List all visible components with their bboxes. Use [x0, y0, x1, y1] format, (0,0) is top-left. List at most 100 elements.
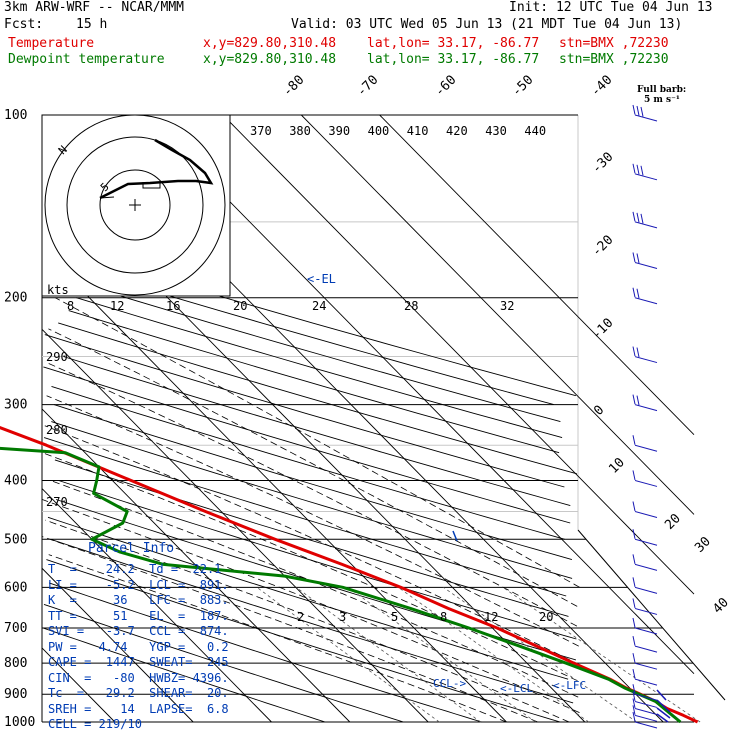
wind-barb-staff [634, 356, 658, 364]
isotherm-label: 20 [662, 511, 684, 533]
isotherm [41, 567, 194, 723]
wind-barb-staff [634, 538, 658, 546]
wind-barb-flag [632, 684, 636, 694]
theta-label: 440 [524, 124, 546, 138]
theta-label: 370 [250, 124, 272, 138]
dry-adiabat [47, 516, 569, 680]
theta-label: 430 [485, 124, 507, 138]
dewpoint-station: stn=BMX ,72230 [559, 52, 669, 67]
wind-barb-flag [632, 529, 636, 539]
wind-barb-staff [634, 678, 658, 686]
dry-adiabat [51, 421, 573, 579]
wind-barb [632, 287, 658, 305]
wind-barb [632, 501, 658, 518]
wind-barb-staff [634, 627, 658, 635]
parcel-row: CIN = -80 HWBZ= 4396. [48, 670, 229, 685]
mixing-ratio-label: 12 [484, 610, 498, 624]
dry-adiabat [43, 366, 571, 524]
el-annotation: <-EL [307, 272, 336, 286]
wind-barb-flag [632, 653, 636, 663]
wind-barb-staff [634, 511, 658, 518]
wind-barb-flag [632, 211, 636, 222]
theta-left-label: 270 [46, 495, 68, 509]
isotherm-label: -60 [432, 73, 459, 100]
dewpoint-trace [0, 446, 682, 724]
wind-barb [632, 529, 658, 546]
wind-barb-flag [636, 105, 640, 116]
mixing-ratio-line [256, 586, 440, 723]
temperature-station: stn=BMX ,72230 [559, 36, 669, 51]
wind-barb-staff [634, 221, 658, 229]
dry-adiabat [76, 297, 563, 439]
isotherm-label: 10 [606, 455, 628, 477]
dry-adiabat [43, 603, 404, 723]
wind-barb-flag [636, 395, 640, 406]
wind-barb-flag [640, 106, 644, 117]
hodograph-speed-label: 32 [500, 299, 514, 313]
theta-label: 380 [289, 124, 311, 138]
isotherm [300, 114, 695, 515]
temperature-xy: x,y=829.80,310.48 [203, 36, 337, 51]
wind-barb-staff [634, 479, 658, 487]
hodograph-ring [66, 136, 204, 274]
dry-adiabat [53, 404, 573, 561]
wind-barb-staff [634, 297, 658, 305]
parcel-row: CELL = 219/10 [48, 717, 142, 731]
wind-barb-staff [634, 721, 658, 729]
wind-barb-flag [632, 669, 636, 679]
mixing-ratio-line [295, 586, 482, 723]
storm-motion-marker [99, 182, 161, 199]
mixing-ratio-line [347, 586, 536, 723]
wind-barb-staff [634, 563, 658, 571]
pressure-label-900: 900 [4, 687, 27, 702]
pressure-label-100: 100 [4, 108, 27, 123]
wind-barb-flag [632, 287, 636, 298]
isotherm-label: 30 [692, 534, 714, 556]
parcel-row: PW = 4.74 YGP = 0.2 [48, 639, 229, 654]
wind-barb-flag [632, 346, 636, 357]
isotherm-label: -70 [354, 73, 381, 100]
pressure-label-600: 600 [4, 580, 27, 595]
wind-barb-flag [640, 213, 644, 224]
wind-barb-staff [634, 714, 658, 722]
pressure-label-1000: 1000 [4, 715, 35, 730]
lcl-annotation: <-LCL [500, 682, 533, 695]
wind-barb [632, 705, 658, 722]
parcel-row: T = 24.2 Td = 22.1 [48, 562, 222, 576]
dry-adiabat [63, 356, 571, 507]
wind-barb-staff [634, 114, 658, 122]
wind-barb-flag [640, 165, 644, 176]
wind-barb [632, 554, 658, 571]
parcel-row: SREH = 14 LAPSE= 6.8 [48, 701, 229, 716]
wind-barb-flag [636, 164, 640, 175]
wind-barb-flag [632, 501, 636, 512]
wind-barb [632, 577, 658, 594]
wind-barb-flag [636, 347, 640, 358]
parcel-info-title: Parcel Info [88, 541, 175, 556]
wind-barb-staff [634, 173, 658, 181]
wind-barb [632, 636, 658, 653]
wind-barb [632, 394, 658, 412]
theta-label: 410 [407, 124, 429, 138]
parcel-row: CAPE = 1447 SWEAT= 245 [48, 655, 229, 669]
hodograph-speed-label: 28 [404, 299, 418, 313]
wind-barb [632, 346, 658, 364]
wind-barb-flag [632, 252, 636, 263]
moist-adiabat [44, 425, 580, 666]
dry-adiabat [43, 437, 567, 597]
lfc-annotation: <-LFC [553, 679, 586, 692]
pressure-label-200: 200 [4, 291, 27, 306]
wind-barb-flag [632, 470, 636, 481]
dry-adiabat [68, 310, 560, 454]
isotherm-label: -10 [589, 316, 616, 343]
forecast-hour: 15 h [76, 17, 108, 32]
wind-barb-flag [632, 163, 636, 174]
moist-adiabat [42, 452, 578, 682]
dry-adiabat [55, 499, 577, 661]
legend-temperature: Temperature [8, 36, 95, 51]
dry-adiabat [80, 283, 561, 423]
frame-diagonal [577, 529, 726, 701]
hodograph-ring [99, 169, 171, 241]
theta-left-label: 280 [46, 423, 68, 437]
